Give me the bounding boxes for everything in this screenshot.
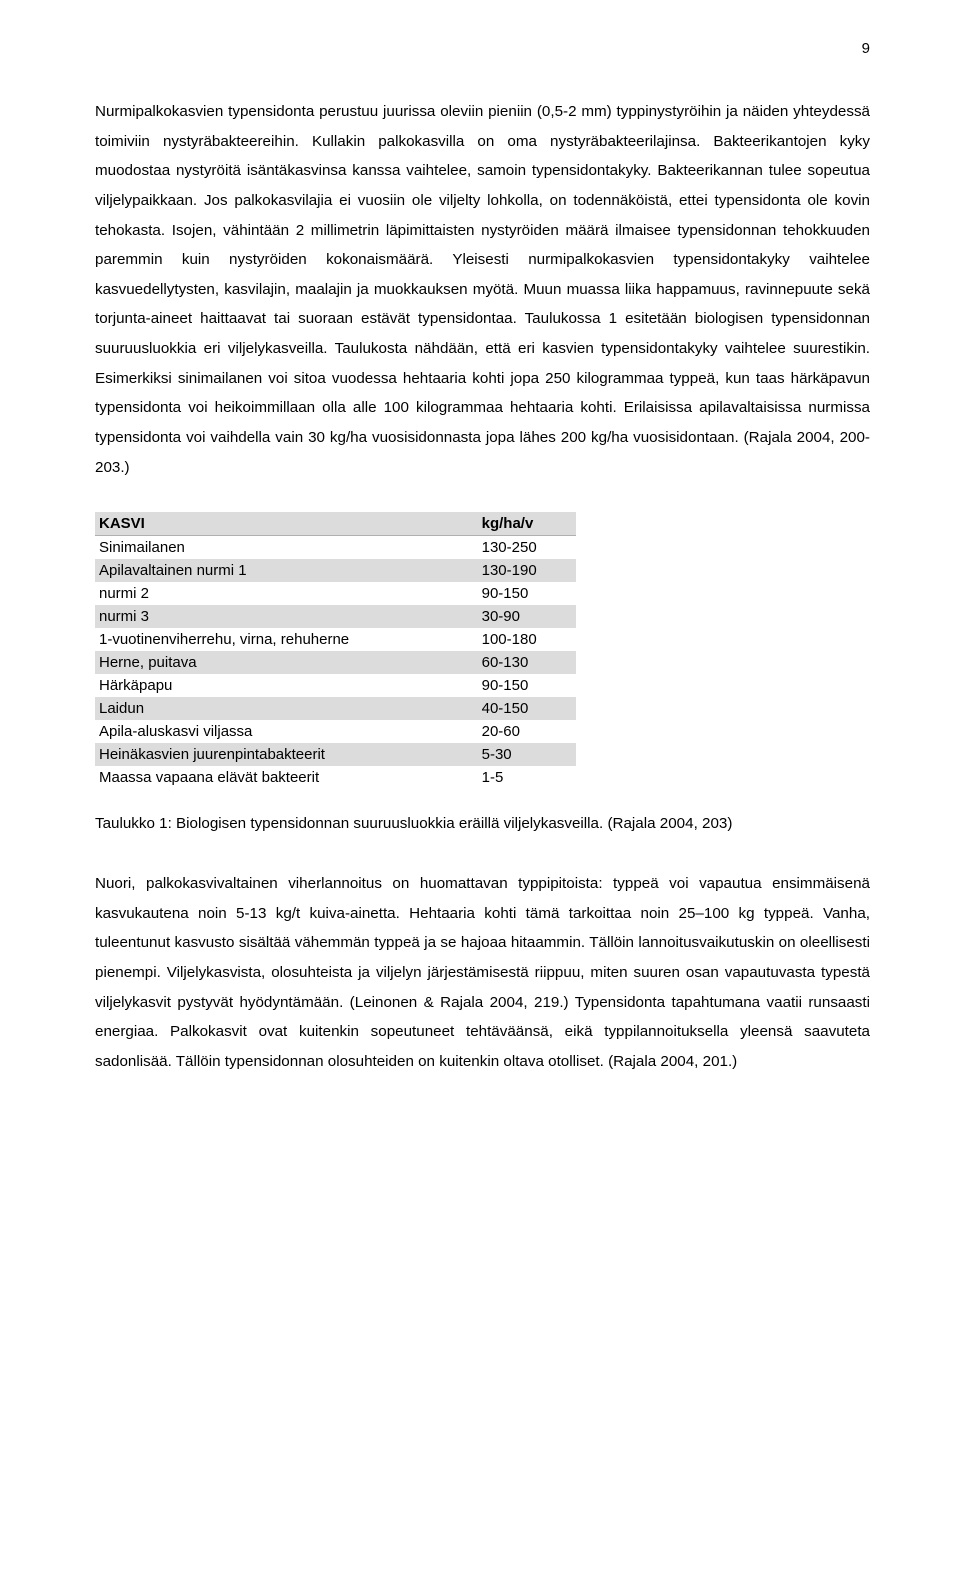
table-row: Maassa vapaana elävät bakteerit1-5: [95, 766, 576, 789]
table-cell-kasvi: nurmi 3: [95, 605, 478, 628]
table-cell-value: 130-250: [478, 536, 576, 560]
paragraph-1: Nurmipalkokasvien typensidonta perustuu …: [95, 97, 870, 482]
table-cell-value: 5-30: [478, 743, 576, 766]
table-cell-value: 30-90: [478, 605, 576, 628]
table-row: Herne, puitava60-130: [95, 651, 576, 674]
table-cell-value: 90-150: [478, 674, 576, 697]
page-number: 9: [95, 40, 870, 57]
table-row: Apilavaltainen nurmi 1130-190: [95, 559, 576, 582]
table-cell-kasvi: Maassa vapaana elävät bakteerit: [95, 766, 478, 789]
table-row: Heinäkasvien juurenpintabakteerit5-30: [95, 743, 576, 766]
table-row: nurmi 330-90: [95, 605, 576, 628]
table-row: Laidun40-150: [95, 697, 576, 720]
table-header-row: KASVI kg/ha/v: [95, 512, 576, 536]
table-row: nurmi 290-150: [95, 582, 576, 605]
table-cell-value: 60-130: [478, 651, 576, 674]
document-page: 9 Nurmipalkokasvien typensidonta perustu…: [0, 0, 960, 1156]
table-cell-kasvi: Heinäkasvien juurenpintabakteerit: [95, 743, 478, 766]
table-cell-kasvi: Apilavaltainen nurmi 1: [95, 559, 478, 582]
table-cell-value: 40-150: [478, 697, 576, 720]
table-cell-kasvi: Laidun: [95, 697, 478, 720]
table-header-kasvi: KASVI: [95, 512, 478, 536]
table-header-kghav: kg/ha/v: [478, 512, 576, 536]
nitrogen-fixation-table: KASVI kg/ha/v Sinimailanen130-250Apilava…: [95, 512, 576, 789]
table-row: 1-vuotinenviherrehu, virna, rehuherne100…: [95, 628, 576, 651]
table-row: Apila-aluskasvi viljassa20-60: [95, 720, 576, 743]
table-cell-value: 20-60: [478, 720, 576, 743]
table-row: Sinimailanen130-250: [95, 536, 576, 560]
table-cell-kasvi: Apila-aluskasvi viljassa: [95, 720, 478, 743]
table-cell-value: 1-5: [478, 766, 576, 789]
table-cell-kasvi: nurmi 2: [95, 582, 478, 605]
table-cell-kasvi: 1-vuotinenviherrehu, virna, rehuherne: [95, 628, 478, 651]
table-cell-kasvi: Härkäpapu: [95, 674, 478, 697]
table-cell-value: 100-180: [478, 628, 576, 651]
table-cell-value: 130-190: [478, 559, 576, 582]
paragraph-2: Nuori, palkokasvivaltainen viherlannoitu…: [95, 869, 870, 1076]
table-caption: Taulukko 1: Biologisen typensidonnan suu…: [95, 809, 870, 839]
table-cell-value: 90-150: [478, 582, 576, 605]
table-cell-kasvi: Sinimailanen: [95, 536, 478, 560]
table-row: Härkäpapu90-150: [95, 674, 576, 697]
table-cell-kasvi: Herne, puitava: [95, 651, 478, 674]
